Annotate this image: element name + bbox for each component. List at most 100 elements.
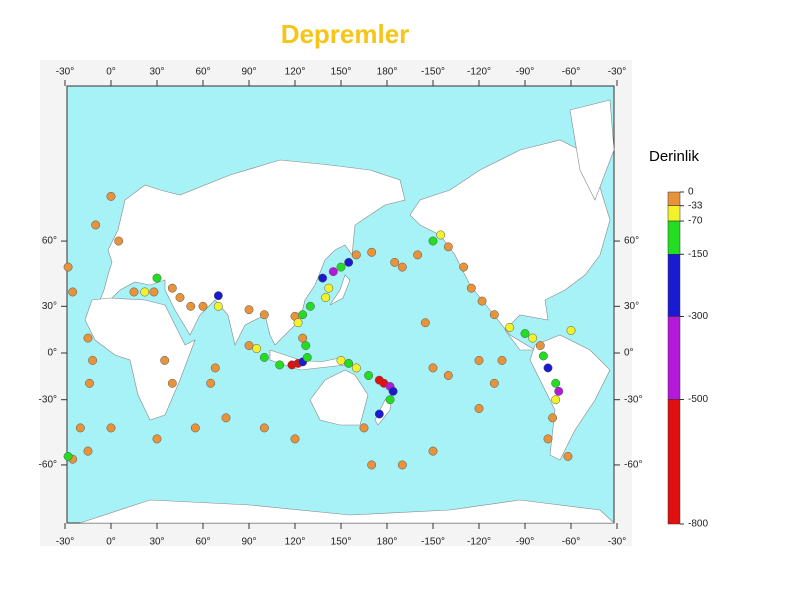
earthquake — [152, 434, 162, 444]
earthquake — [91, 220, 101, 230]
earthquake — [336, 262, 346, 272]
earthquake — [106, 191, 116, 201]
earthquake — [443, 242, 453, 252]
legend-label: -33 — [688, 200, 703, 211]
earthquake — [75, 423, 85, 433]
earthquake — [351, 250, 361, 260]
earthquake — [428, 446, 438, 456]
earthquake — [459, 262, 469, 272]
earthquake — [259, 353, 269, 362]
lon-label: -150° — [421, 537, 445, 548]
africa — [84, 297, 196, 421]
lat-label: -30° — [39, 394, 57, 405]
earthquake — [298, 333, 308, 343]
lon-label: 150° — [331, 67, 352, 78]
earthquake — [543, 434, 553, 444]
lon-label: -150° — [421, 67, 445, 78]
earthquake — [68, 287, 78, 297]
lon-label: 90° — [241, 67, 256, 78]
lon-label: -30° — [608, 537, 626, 548]
title: Depremler — [281, 19, 410, 49]
lon-label: -30° — [608, 67, 626, 78]
earthquake — [252, 344, 262, 353]
earthquake — [149, 287, 159, 297]
lon-label: 30° — [149, 67, 164, 78]
lon-label: 0° — [106, 67, 116, 78]
lat-label: 60° — [42, 236, 57, 247]
earthquake — [259, 310, 269, 320]
earthquake — [114, 236, 124, 246]
earthquake — [374, 409, 384, 419]
legend-band — [667, 220, 681, 255]
earthquake — [535, 341, 545, 351]
earthquake — [563, 451, 573, 461]
australia — [309, 369, 369, 426]
earthquake — [397, 460, 407, 470]
earthquake — [477, 296, 487, 306]
earthquake — [420, 318, 430, 328]
earthquake — [359, 423, 369, 433]
earthquake — [436, 230, 446, 240]
earthquake — [324, 283, 334, 293]
earthquake — [244, 305, 254, 315]
earthquake — [213, 291, 223, 301]
legend-band — [667, 205, 681, 222]
lon-label: 180° — [377, 537, 398, 548]
earthquake — [85, 378, 94, 388]
earthquake — [290, 434, 300, 444]
earthquake — [548, 413, 558, 423]
earthquake — [298, 310, 308, 320]
lat-label: -60° — [39, 460, 57, 471]
earthquake — [428, 236, 438, 246]
earthquake — [328, 267, 338, 277]
earthquake — [443, 371, 453, 380]
legend-label: -150 — [688, 249, 708, 260]
antarctica — [79, 499, 615, 524]
earthquake — [551, 378, 561, 388]
earthquake — [466, 283, 476, 293]
earthquake — [497, 355, 507, 365]
lat-label: -30° — [624, 394, 642, 405]
earthquake — [305, 301, 315, 311]
lon-label: 60° — [195, 537, 210, 548]
earthquake — [213, 301, 223, 311]
lon-label: -30° — [56, 67, 74, 78]
earthquake — [140, 287, 150, 297]
lat-label: 0° — [624, 348, 634, 359]
earthquake — [244, 341, 254, 351]
lon-label: 30° — [149, 537, 164, 548]
japan — [329, 274, 351, 306]
earthquake — [474, 404, 484, 413]
lat-label: 0° — [47, 348, 57, 359]
legend-label: -70 — [688, 216, 703, 227]
earthquake — [344, 257, 354, 267]
earthquake — [364, 371, 374, 380]
earthquake — [318, 273, 328, 283]
lon-label: -120° — [467, 537, 491, 548]
legend-band — [667, 399, 681, 525]
earthquake — [293, 318, 303, 328]
earthquake — [413, 250, 423, 260]
earthquake — [83, 446, 93, 456]
earthquake — [489, 378, 499, 388]
lon-label: 0° — [106, 537, 116, 548]
lon-label: -120° — [467, 67, 491, 78]
lat-label: 30° — [42, 301, 57, 312]
lon-label: 90° — [241, 537, 256, 548]
earthquake — [167, 283, 177, 293]
lon-label: 120° — [285, 537, 306, 548]
earthquake — [221, 413, 231, 423]
legend-label: -300 — [688, 311, 708, 322]
earthquake — [206, 378, 216, 388]
legend-label: -500 — [688, 394, 708, 405]
earthquake — [302, 353, 312, 362]
earthquake — [63, 262, 73, 272]
earthquake — [528, 333, 538, 343]
earthquake — [160, 355, 170, 365]
earthquake — [301, 341, 311, 351]
earthquake — [198, 301, 208, 311]
north-america — [409, 139, 611, 351]
lon-label: 120° — [285, 67, 306, 78]
earthquake — [367, 247, 377, 257]
